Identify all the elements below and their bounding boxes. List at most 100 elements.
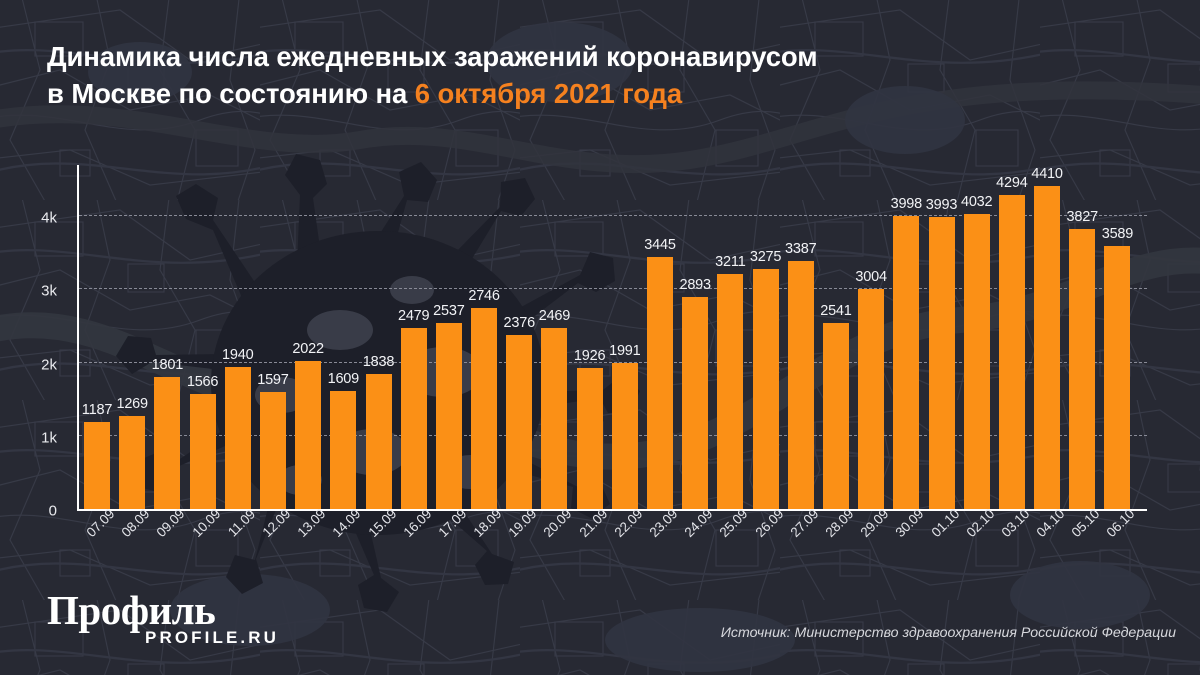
bar[interactable] xyxy=(787,261,814,509)
bar[interactable] xyxy=(682,297,709,509)
bar-item[interactable]: 3993 01.10 xyxy=(926,165,962,540)
bar-item[interactable]: 3589 06.10 xyxy=(1102,165,1138,540)
x-axis-tick-label: 21.09 xyxy=(576,506,610,541)
bar-value-label: 3004 xyxy=(855,269,887,286)
bar[interactable] xyxy=(330,391,357,509)
x-axis-tick-label: 28.09 xyxy=(822,506,857,541)
bar-value-label: 2479 xyxy=(397,307,430,324)
bar[interactable] xyxy=(822,323,849,509)
bar[interactable] xyxy=(295,361,322,509)
bar-item[interactable]: 2376 19.09 xyxy=(503,165,540,540)
x-axis-tick-label: 07.09 xyxy=(83,506,118,541)
y-axis-tick-label: 3k xyxy=(41,282,57,300)
x-axis-tick-label: 02.10 xyxy=(963,506,998,541)
bar-item[interactable]: 1991 22.09 xyxy=(609,165,645,540)
bar-item[interactable]: 2537 17.09 xyxy=(433,165,469,540)
bar-value-label: 1566 xyxy=(186,374,219,391)
bar-value-label: 1609 xyxy=(327,371,360,388)
bar-item[interactable]: 1597 12.09 xyxy=(257,165,293,540)
bar-item[interactable]: 1566 10.09 xyxy=(186,165,223,540)
bar[interactable] xyxy=(189,394,216,509)
x-axis-tick-label: 15.09 xyxy=(365,506,399,541)
x-axis-tick-label: 09.09 xyxy=(153,506,188,541)
bar-item[interactable]: 1926 21.09 xyxy=(574,165,610,540)
bar-item[interactable]: 1269 08.09 xyxy=(116,165,152,540)
bar-item[interactable]: 3387 27.09 xyxy=(785,165,821,540)
bar-item[interactable]: 4032 02.10 xyxy=(960,165,997,540)
x-axis-tick-label: 26.09 xyxy=(752,506,786,541)
bar[interactable] xyxy=(893,216,920,509)
bar[interactable] xyxy=(611,363,638,509)
bar-value-label: 1801 xyxy=(151,357,184,374)
x-axis-tick-label: 30.09 xyxy=(892,506,927,541)
bar-item[interactable]: 1940 11.09 xyxy=(222,165,258,540)
x-axis-tick-label: 14.09 xyxy=(329,506,364,541)
bar[interactable] xyxy=(541,328,568,509)
bar-item[interactable]: 3275 26.09 xyxy=(750,165,786,540)
bar[interactable] xyxy=(224,367,251,509)
bar[interactable] xyxy=(259,392,286,509)
bar-item[interactable]: 1609 14.09 xyxy=(327,165,364,540)
y-axis-line xyxy=(77,165,79,511)
bar-value-label: 1838 xyxy=(362,354,395,371)
bar[interactable] xyxy=(858,289,885,509)
bar-item[interactable]: 4294 03.10 xyxy=(996,165,1032,540)
bar-item[interactable]: 4410 04.10 xyxy=(1031,165,1067,540)
profile-logo: Профиль PROFILE.RU xyxy=(47,589,287,648)
bar-value-label: 3827 xyxy=(1066,208,1099,225)
bar-value-label: 1269 xyxy=(116,396,148,413)
bar[interactable] xyxy=(506,335,533,509)
bar[interactable] xyxy=(1104,246,1131,509)
bar[interactable] xyxy=(752,269,779,509)
logo-wordmark: Профиль xyxy=(47,587,216,633)
bar-item[interactable]: 3004 29.09 xyxy=(855,165,891,540)
bar-item[interactable]: 2746 18.09 xyxy=(468,165,504,540)
bar-value-label: 3211 xyxy=(715,253,746,270)
x-axis-tick-label: 08.09 xyxy=(118,506,153,541)
bar-item[interactable]: 3827 05.10 xyxy=(1066,165,1103,540)
bar-item[interactable]: 3998 30.09 xyxy=(891,165,927,540)
bar-value-label: 4032 xyxy=(960,193,993,210)
bar[interactable] xyxy=(1069,228,1096,509)
x-axis-tick-label: 10.09 xyxy=(189,506,223,541)
bar-item[interactable]: 1801 09.09 xyxy=(151,165,188,540)
bar-item[interactable]: 3445 23.09 xyxy=(644,165,680,540)
bar[interactable] xyxy=(647,256,673,509)
x-axis-tick-label: 12.09 xyxy=(259,506,294,541)
bar-value-label: 1991 xyxy=(609,343,641,360)
bar[interactable] xyxy=(84,422,110,509)
bar[interactable] xyxy=(435,323,462,509)
y-axis-tick-label: 1k xyxy=(41,429,57,447)
bar-item[interactable]: 2479 16.09 xyxy=(397,165,434,540)
bar-item[interactable]: 2541 28.09 xyxy=(820,165,856,540)
bar-item[interactable]: 1187 07.09 xyxy=(82,165,118,540)
bar-item[interactable]: 2469 20.09 xyxy=(539,165,575,540)
bar-item[interactable]: 1838 15.09 xyxy=(362,165,399,540)
bar[interactable] xyxy=(928,216,955,509)
bar-value-label: 2541 xyxy=(820,303,852,320)
bar[interactable] xyxy=(717,273,744,509)
bar-value-label: 2537 xyxy=(433,303,465,320)
bar[interactable] xyxy=(998,194,1025,509)
bar-value-label: 4410 xyxy=(1031,166,1063,183)
bar[interactable] xyxy=(400,327,427,509)
x-axis-tick-label: 29.09 xyxy=(857,506,892,541)
x-axis-tick-label: 05.10 xyxy=(1068,506,1103,541)
bar[interactable] xyxy=(119,416,146,509)
bar-item[interactable]: 3211 25.09 xyxy=(715,165,751,540)
bar-item[interactable]: 2022 13.09 xyxy=(292,165,328,540)
bar-value-label: 2376 xyxy=(503,315,536,332)
bar[interactable] xyxy=(576,368,603,509)
x-axis-tick-label: 01.10 xyxy=(928,506,962,541)
gridline xyxy=(79,215,1147,217)
bar[interactable] xyxy=(963,213,990,509)
bar[interactable] xyxy=(154,377,181,509)
source-note: Источник: Министерство здравоохранения Р… xyxy=(720,625,1176,641)
title-line-2: в Москве по состоянию на 6 октября 2021 … xyxy=(47,75,1157,112)
bar[interactable] xyxy=(1034,186,1061,509)
bar[interactable] xyxy=(471,308,498,509)
x-axis-line xyxy=(77,509,1147,511)
bar-item[interactable]: 2893 24.09 xyxy=(679,165,715,540)
bar[interactable] xyxy=(365,374,392,509)
